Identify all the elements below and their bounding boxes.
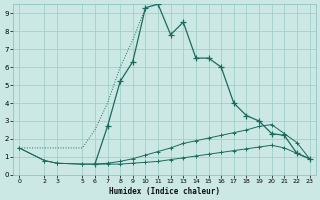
X-axis label: Humidex (Indice chaleur): Humidex (Indice chaleur): [109, 187, 220, 196]
